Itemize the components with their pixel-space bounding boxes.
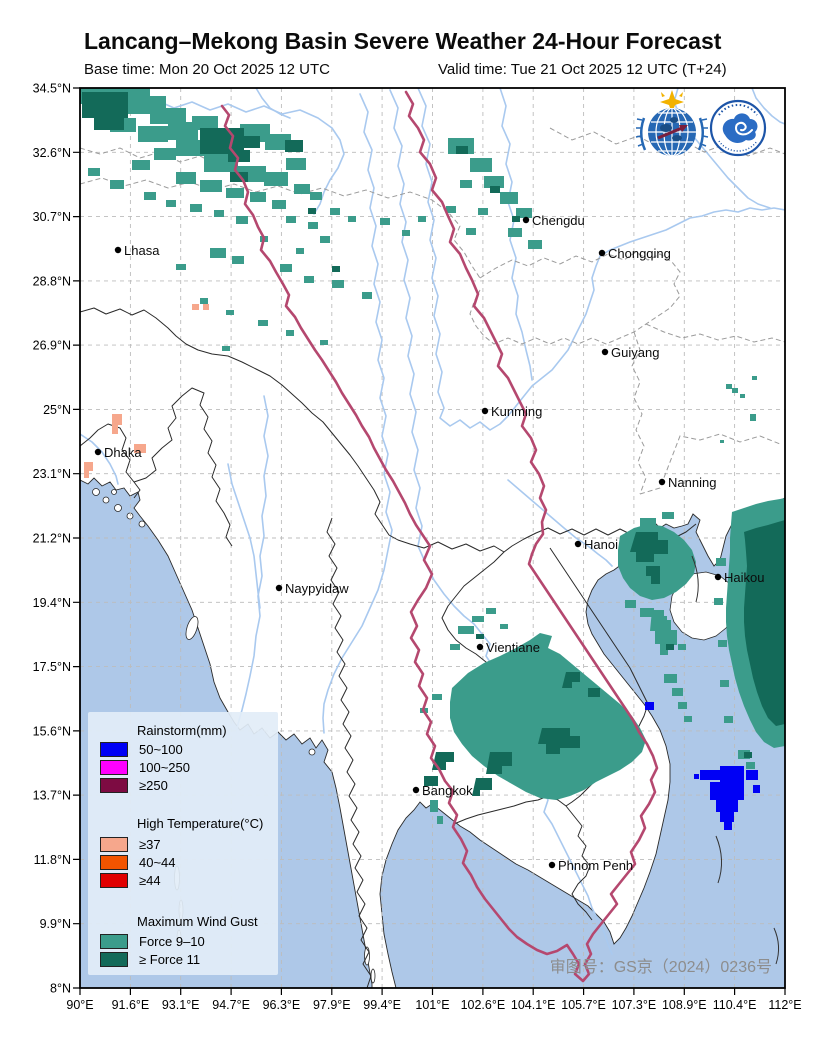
y-tick-label: 30.7°N	[33, 210, 71, 224]
hainan-island	[669, 571, 739, 641]
rainstorm-layer	[645, 702, 760, 830]
y-tick-label: 9.9°N	[40, 917, 71, 931]
city-marker-guiyang: Guiyang	[601, 345, 659, 360]
y-tick-label: 21.2°N	[33, 532, 71, 546]
city-label: Kunming	[491, 404, 542, 419]
x-tick-label: 91.6°E	[112, 998, 150, 1012]
wmo-logo-icon	[635, 90, 709, 156]
maritime-lines-layer	[691, 555, 780, 965]
y-tick-label: 25°N	[43, 403, 71, 417]
legend-item: ≥250	[100, 778, 168, 793]
x-tick-label: 97.9°E	[313, 998, 351, 1012]
y-axis-labels: 34.5°N 32.6°N 30.7°N 28.8°N 26.9°N 25°N …	[33, 82, 71, 996]
y-tick-label: 11.8°N	[34, 853, 71, 867]
cma-logo-icon	[709, 99, 767, 157]
axis-ticks	[73, 87, 786, 995]
temp-ge44-swatch	[100, 873, 128, 888]
rain-ge250-swatch	[100, 778, 128, 793]
province-borders-layer	[80, 127, 785, 495]
city-label: Chengdu	[532, 213, 585, 228]
city-marker-haikou: Haikou	[714, 570, 764, 585]
city-label: Hanoi	[584, 537, 618, 552]
legend-item: ≥44	[100, 873, 161, 888]
legend-rain-title: Rainstorm(mm)	[137, 723, 227, 738]
valid-time-label: Valid time: Tue 21 Oct 2025 12 UTC (T+24…	[438, 61, 727, 78]
map-approval-number: 审图号：GS京（2024）0236号	[549, 959, 772, 976]
legend-item: 50~100	[100, 742, 183, 757]
cities-layer: Lhasa Chengdu Chongqing Guiyang Kunming …	[94, 213, 764, 873]
y-tick-label: 17.5°N	[33, 660, 71, 674]
x-tick-label: 108.9°E	[662, 998, 707, 1012]
x-tick-label: 107.3°E	[612, 998, 657, 1012]
legend-item: ≥ Force 11	[100, 952, 200, 967]
y-tick-label: 32.6°N	[33, 146, 71, 160]
x-tick-label: 105.7°E	[561, 998, 606, 1012]
city-marker-lhasa: Lhasa	[114, 243, 160, 258]
city-label: Haikou	[724, 570, 764, 585]
y-tick-label: 26.9°N	[33, 339, 71, 353]
legend-item: 40~44	[100, 855, 176, 870]
x-tick-label: 99.4°E	[363, 998, 401, 1012]
rain-50-100-swatch	[100, 742, 128, 757]
x-tick-label: 102.6°E	[461, 998, 506, 1012]
legend-gust-title: Maximum Wind Gust	[137, 914, 258, 929]
city-marker-nanning: Nanning	[658, 475, 716, 490]
city-label: Vientiane	[486, 640, 540, 655]
y-tick-label: 34.5°N	[33, 82, 71, 96]
x-tick-label: 104.1°E	[511, 998, 556, 1012]
y-tick-label: 23.1°N	[33, 467, 71, 481]
map-legend: Rainstorm(mm) 50~100 100~250 ≥250 High T…	[88, 712, 278, 975]
temp-ge37-swatch	[100, 837, 128, 852]
city-marker-phnom-penh: Phnom Penh	[548, 858, 633, 873]
wind-gust-layer	[80, 88, 785, 824]
rain-100-250-swatch	[100, 760, 128, 775]
y-tick-label: 19.4°N	[33, 596, 71, 610]
city-marker-vientiane: Vientiane	[476, 640, 540, 655]
city-marker-chongqing: Chongqing	[598, 246, 671, 261]
city-marker-chengdu: Chengdu	[522, 213, 585, 228]
x-tick-label: 101°E	[415, 998, 449, 1012]
city-label: Lhasa	[124, 243, 160, 258]
city-label: Dhaka	[104, 445, 142, 460]
basin-boundary-west	[220, 104, 659, 983]
y-tick-label: 13.7°N	[33, 789, 71, 803]
rivers-layer	[80, 88, 785, 955]
y-tick-label: 8°N	[50, 982, 71, 996]
x-axis-labels: 90°E 91.6°E 93.1°E 94.7°E 96.3°E 97.9°E …	[66, 998, 801, 1012]
x-tick-label: 93.1°E	[162, 998, 200, 1012]
city-label: Nanning	[668, 475, 716, 490]
basin-boundary-layer	[220, 90, 659, 983]
x-tick-label: 110.4°E	[713, 998, 757, 1012]
city-marker-kunming: Kunming	[481, 404, 542, 419]
city-label: Bangkok	[422, 783, 473, 798]
temp-40-44-swatch	[100, 855, 128, 870]
x-tick-label: 112°E	[768, 998, 801, 1012]
y-tick-label: 28.8°N	[33, 274, 71, 288]
city-marker-dhaka: Dhaka	[94, 445, 142, 460]
page-title: Lancang–Mekong Basin Severe Weather 24-H…	[84, 28, 722, 54]
city-label: Chongqing	[608, 246, 671, 261]
y-tick-label: 15.6°N	[33, 724, 71, 738]
basin-boundary-east	[404, 90, 548, 556]
city-marker-bangkok: Bangkok	[412, 783, 473, 798]
legend-item: ≥37	[100, 837, 161, 852]
legend-item: Force 9–10	[100, 934, 205, 949]
x-tick-label: 94.7°E	[212, 998, 250, 1012]
gust-force9-10-swatch	[100, 934, 128, 949]
x-tick-label: 96.3°E	[263, 998, 301, 1012]
high-temperature-layer	[84, 304, 209, 478]
city-label: Phnom Penh	[558, 858, 633, 873]
city-label: Naypyidaw	[285, 581, 349, 596]
legend-item: 100~250	[100, 760, 190, 775]
city-marker-naypyidaw: Naypyidaw	[275, 581, 349, 596]
x-tick-label: 90°E	[66, 998, 93, 1012]
city-label: Guiyang	[611, 345, 659, 360]
city-marker-hanoi: Hanoi	[574, 537, 618, 552]
legend-temp-title: High Temperature(°C)	[137, 816, 264, 831]
gust-force11-swatch	[100, 952, 128, 967]
base-time-label: Base time: Mon 20 Oct 2025 12 UTC	[84, 61, 330, 78]
